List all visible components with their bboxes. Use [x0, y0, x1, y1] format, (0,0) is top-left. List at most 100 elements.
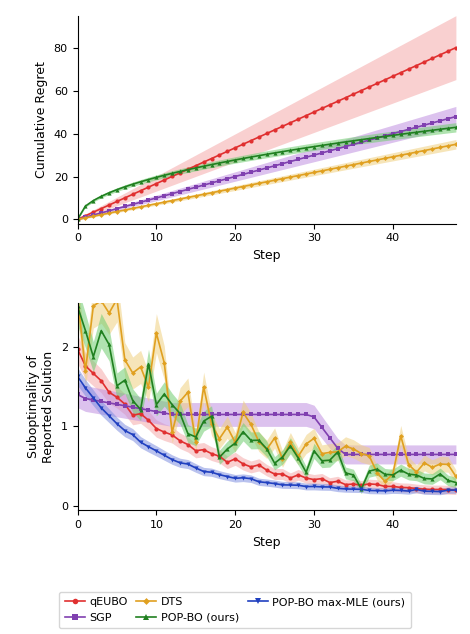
POP-BO (ours) [351, 471, 356, 479]
SGP [193, 183, 199, 191]
SGP [232, 411, 238, 418]
SGP [296, 411, 301, 418]
SGP [437, 117, 443, 125]
DTS [343, 443, 348, 450]
POP-BO (ours) [319, 457, 325, 465]
DTS [185, 389, 191, 396]
SGP [288, 411, 293, 418]
qEUBO [154, 180, 159, 188]
qEUBO [398, 484, 404, 491]
DTS [359, 159, 364, 167]
SGP [335, 444, 340, 452]
POP-BO (ours) [106, 189, 112, 197]
DTS [445, 461, 451, 469]
qEUBO [169, 172, 175, 180]
DTS [335, 448, 340, 456]
SGP [169, 190, 175, 197]
POP-BO (ours) [193, 164, 199, 172]
DTS [114, 208, 120, 216]
DTS [359, 450, 364, 457]
POP-BO max-MLE (ours) [319, 483, 325, 491]
DTS [351, 161, 356, 169]
SGP [256, 166, 262, 174]
DTS [319, 167, 325, 175]
POP-BO (ours) [146, 176, 151, 183]
POP-BO max-MLE (ours) [390, 486, 396, 494]
POP-BO (ours) [398, 467, 404, 474]
POP-BO (ours) [217, 453, 222, 461]
qEUBO [422, 486, 427, 493]
SGP [91, 211, 96, 219]
Line: DTS: DTS [76, 143, 458, 221]
POP-BO max-MLE (ours) [75, 373, 80, 380]
Line: DTS: DTS [76, 295, 458, 483]
POP-BO (ours) [154, 401, 159, 408]
qEUBO [177, 169, 183, 177]
POP-BO max-MLE (ours) [169, 456, 175, 463]
X-axis label: Step: Step [252, 249, 281, 262]
SGP [240, 171, 246, 178]
DTS [343, 162, 348, 170]
qEUBO [311, 476, 317, 483]
SGP [272, 411, 277, 418]
POP-BO (ours) [193, 433, 199, 441]
DTS [311, 169, 317, 176]
POP-BO (ours) [327, 456, 333, 464]
qEUBO [201, 158, 206, 166]
qEUBO [359, 87, 364, 94]
SGP [398, 127, 404, 135]
DTS [75, 216, 80, 223]
SGP [264, 164, 269, 172]
POP-BO (ours) [453, 124, 459, 131]
DTS [169, 197, 175, 204]
qEUBO [130, 190, 135, 198]
POP-BO (ours) [382, 133, 388, 140]
POP-BO (ours) [240, 155, 246, 162]
qEUBO [169, 431, 175, 439]
POP-BO (ours) [445, 477, 451, 484]
POP-BO (ours) [232, 439, 238, 447]
POP-BO (ours) [217, 159, 222, 167]
DTS [161, 198, 167, 206]
POP-BO (ours) [209, 412, 214, 420]
DTS [106, 309, 112, 317]
SGP [209, 179, 214, 187]
DTS [122, 356, 128, 363]
SGP [264, 411, 269, 418]
DTS [311, 434, 317, 442]
POP-BO (ours) [138, 406, 143, 413]
POP-BO (ours) [256, 152, 262, 160]
POP-BO (ours) [335, 139, 340, 147]
POP-BO (ours) [430, 126, 435, 134]
POP-BO (ours) [335, 448, 340, 456]
DTS [185, 193, 191, 201]
POP-BO (ours) [288, 146, 293, 154]
POP-BO max-MLE (ours) [327, 483, 333, 491]
POP-BO (ours) [91, 353, 96, 361]
DTS [264, 178, 269, 186]
SGP [414, 124, 419, 131]
POP-BO (ours) [138, 178, 143, 186]
DTS [98, 297, 104, 304]
SGP [374, 451, 380, 458]
POP-BO (ours) [75, 216, 80, 223]
DTS [256, 179, 262, 187]
qEUBO [91, 370, 96, 377]
POP-BO (ours) [256, 436, 262, 444]
DTS [272, 434, 277, 442]
qEUBO [367, 83, 372, 91]
qEUBO [453, 44, 459, 51]
qEUBO [390, 482, 396, 490]
SGP [335, 145, 340, 152]
POP-BO (ours) [359, 136, 364, 143]
DTS [122, 206, 128, 214]
POP-BO max-MLE (ours) [122, 427, 128, 434]
POP-BO (ours) [272, 460, 277, 467]
qEUBO [406, 484, 411, 491]
qEUBO [225, 148, 230, 155]
SGP [201, 411, 206, 418]
DTS [296, 453, 301, 460]
SGP [146, 406, 151, 414]
SGP [75, 216, 80, 223]
POP-BO (ours) [374, 134, 380, 141]
